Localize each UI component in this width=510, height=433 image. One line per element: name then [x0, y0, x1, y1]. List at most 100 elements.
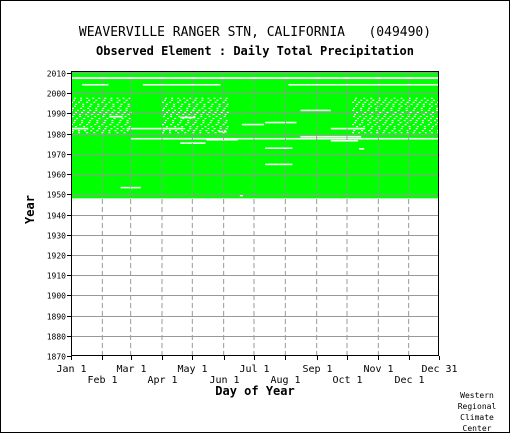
- data-gap-dot: [223, 115, 226, 118]
- data-gap-dot: [199, 130, 202, 132]
- data-gap-dot: [102, 115, 105, 118]
- data-gap-dot: [115, 113, 118, 116]
- data-gap-dot: [207, 123, 210, 126]
- data-gap-dot: [430, 105, 433, 107]
- data-gap-dot: [355, 128, 358, 130]
- data-gap-dot: [163, 107, 165, 109]
- data-gap-dot: [360, 109, 363, 112]
- data-gap-dot: [431, 115, 434, 118]
- data-gap-dot: [202, 119, 205, 122]
- data-gap-dot: [370, 105, 373, 107]
- data-gap-dot: [434, 123, 437, 126]
- data-gap-dot: [126, 121, 129, 124]
- data-gap-dot: [352, 109, 355, 112]
- data-gap-dot: [366, 99, 369, 101]
- y-tick-label: 1870: [47, 353, 66, 362]
- data-gap-dot: [178, 107, 181, 109]
- data-gap-dot: [384, 113, 387, 116]
- data-gap-dot: [427, 123, 430, 126]
- data-gap-dot: [188, 105, 191, 107]
- data-gap-dot: [381, 117, 384, 120]
- y-tick-label: 1890: [47, 313, 66, 322]
- data-gap-dot: [84, 130, 87, 132]
- x-tick-label: Oct 1: [332, 375, 362, 386]
- data-gap-dot: [193, 130, 196, 132]
- data-gap-dot: [195, 128, 198, 130]
- data-gap-dot: [225, 128, 228, 130]
- data-gap-segment: [130, 137, 439, 140]
- data-gap-dot: [86, 97, 89, 99]
- data-gap-dot: [405, 117, 408, 120]
- data-gap-dot: [185, 115, 188, 118]
- data-gap-dot: [352, 132, 355, 134]
- data-gap-dot: [202, 111, 205, 114]
- data-gap-dot: [385, 105, 388, 107]
- data-gap-dot: [109, 115, 112, 118]
- data-gap-dot: [365, 115, 368, 118]
- data-gap-dot: [370, 101, 373, 103]
- data-gap-dot: [439, 125, 441, 128]
- data-gap-dot: [367, 123, 370, 126]
- data-gap-dot: [424, 111, 427, 114]
- data-gap-dot: [101, 123, 104, 126]
- data-gap-dot: [212, 117, 215, 120]
- data-gap-dot: [400, 105, 403, 107]
- data-gap-dot: [352, 101, 355, 103]
- data-gap-dot: [89, 105, 92, 107]
- data-gap-dot: [186, 109, 189, 112]
- data-gap-dot: [89, 109, 92, 112]
- data-gap-dot: [185, 123, 188, 126]
- data-gap-dot: [420, 99, 423, 101]
- data-gap-dot: [127, 103, 130, 105]
- data-gap-dot: [128, 97, 131, 99]
- data-gap-dot: [184, 101, 187, 103]
- data-gap-dot: [429, 113, 432, 116]
- data-gap-dot: [384, 99, 387, 101]
- x-tick-label: Jul 1: [239, 364, 269, 375]
- data-gap-dot: [214, 101, 217, 103]
- x-tick-label: Aug 1: [270, 375, 300, 386]
- data-gap-dot: [419, 115, 422, 118]
- data-gap-dot: [78, 132, 81, 134]
- data-gap-segment: [142, 83, 221, 86]
- y-tick-label: 2010: [47, 70, 66, 79]
- data-gap-dot: [184, 132, 187, 134]
- data-gap-dot: [196, 125, 199, 128]
- y-tick-label: 1880: [47, 333, 66, 342]
- data-gap-dot: [219, 128, 222, 130]
- data-gap-dot: [107, 109, 110, 112]
- data-gap-dot: [210, 109, 213, 112]
- data-gap-dot: [176, 113, 179, 116]
- data-gap-dot: [368, 103, 371, 105]
- data-gap-dot: [401, 111, 404, 114]
- data-gap-dot: [376, 132, 379, 134]
- data-gap-dot: [83, 109, 86, 112]
- data-gap-dot: [123, 111, 126, 114]
- data-gap-dot: [183, 97, 186, 99]
- data-gap-dot: [401, 125, 404, 128]
- data-gap-dot: [171, 97, 174, 99]
- data-gap-dot: [108, 130, 111, 132]
- data-gap-dot: [166, 103, 169, 105]
- data-gap-dot: [169, 130, 172, 132]
- data-gap-dot: [74, 97, 77, 99]
- data-gap-dot: [375, 109, 378, 112]
- data-gap-dot: [209, 121, 212, 124]
- credit-text: Western Regional Climate Center: [447, 390, 507, 432]
- data-gap-dot: [118, 121, 121, 124]
- data-gap-dot: [88, 99, 91, 101]
- data-gap-dot: [103, 113, 106, 116]
- data-gap-dot: [200, 113, 203, 116]
- data-gap-dot: [218, 105, 221, 107]
- data-gap-segment: [126, 127, 184, 130]
- data-gap-dot: [120, 103, 123, 105]
- data-gap-dot: [355, 105, 358, 107]
- data-gap-dot: [418, 132, 421, 134]
- data-gap-dot: [74, 105, 77, 107]
- data-gap-dot: [189, 97, 192, 99]
- data-gap-dot: [116, 128, 119, 130]
- data-gap-dot: [399, 113, 402, 116]
- data-gap-dot: [424, 101, 427, 103]
- data-gap-dot: [203, 105, 206, 107]
